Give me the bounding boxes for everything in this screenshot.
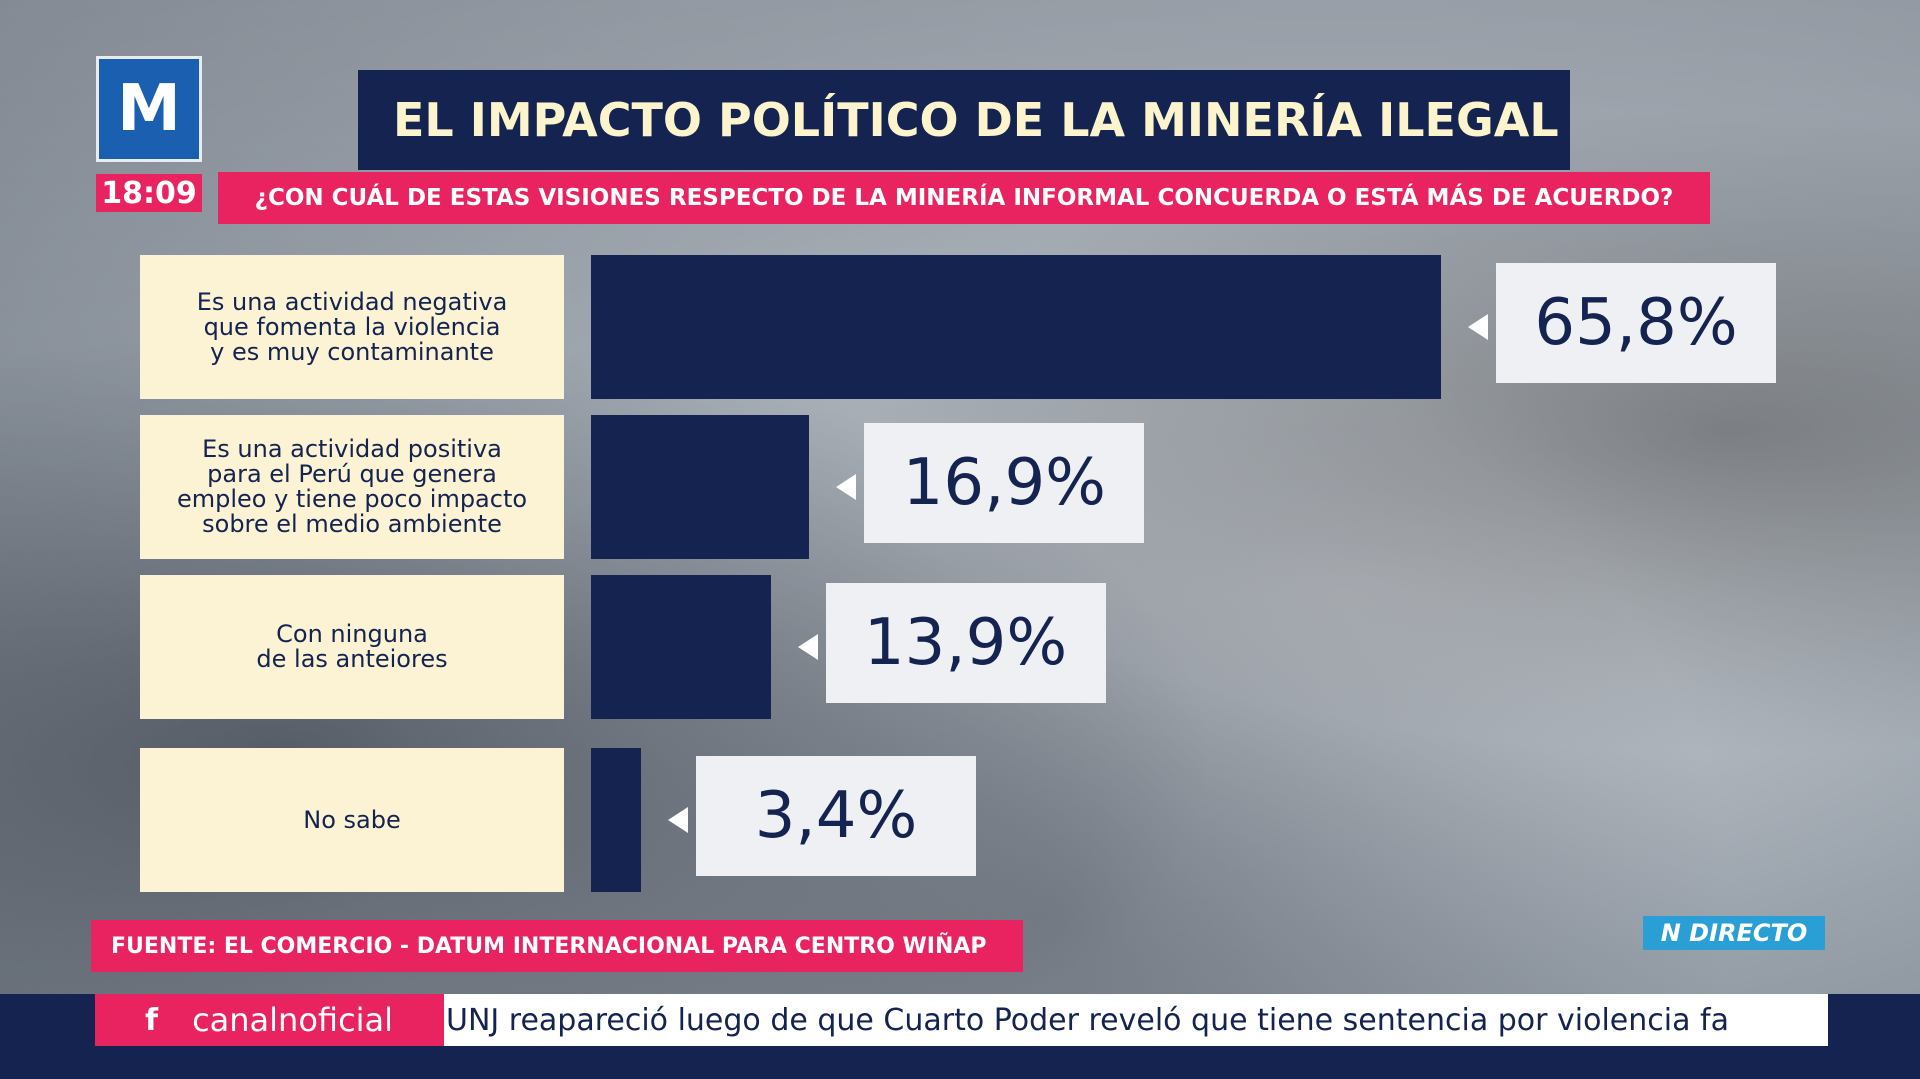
chart-subtitle: ¿CON CUÁL DE ESTAS VISIONES RESPECTO DE … bbox=[218, 172, 1710, 224]
chart-title: EL IMPACTO POLÍTICO DE LA MINERÍA ILEGAL bbox=[358, 70, 1570, 170]
category-label: Con ninguna de las anteiores bbox=[140, 575, 564, 719]
logo-letter: M bbox=[117, 72, 181, 146]
value-label: 13,9% bbox=[825, 583, 1106, 703]
pointer-arrow-icon bbox=[1468, 314, 1488, 340]
social-handle-badge: f canalnoficial bbox=[95, 994, 445, 1046]
pointer-arrow-icon bbox=[668, 807, 688, 833]
channel-logo: M bbox=[96, 56, 202, 162]
value-label: 65,8% bbox=[1496, 263, 1776, 383]
live-badge: N DIRECTO bbox=[1643, 916, 1825, 950]
news-ticker: UNJ reapareció luego de que Cuarto Poder… bbox=[444, 994, 1828, 1046]
pointer-arrow-icon bbox=[836, 474, 857, 500]
social-handle: canalnoficial bbox=[192, 1001, 394, 1039]
bar bbox=[591, 255, 1441, 399]
category-label: Es una actividad negativa que fomenta la… bbox=[140, 255, 564, 399]
facebook-icon: f bbox=[145, 1002, 159, 1038]
category-label: No sabe bbox=[140, 748, 564, 892]
category-label: Es una actividad positiva para el Perú q… bbox=[140, 415, 564, 559]
bar bbox=[591, 415, 810, 559]
value-label: 3,4% bbox=[696, 756, 976, 876]
pointer-arrow-icon bbox=[797, 634, 818, 660]
value-label: 16,9% bbox=[864, 423, 1145, 543]
bar bbox=[591, 748, 641, 892]
source-label: FUENTE: EL COMERCIO - DATUM INTERNACIONA… bbox=[91, 920, 1023, 972]
clock: 18:09 bbox=[96, 174, 202, 212]
bar bbox=[591, 575, 771, 719]
